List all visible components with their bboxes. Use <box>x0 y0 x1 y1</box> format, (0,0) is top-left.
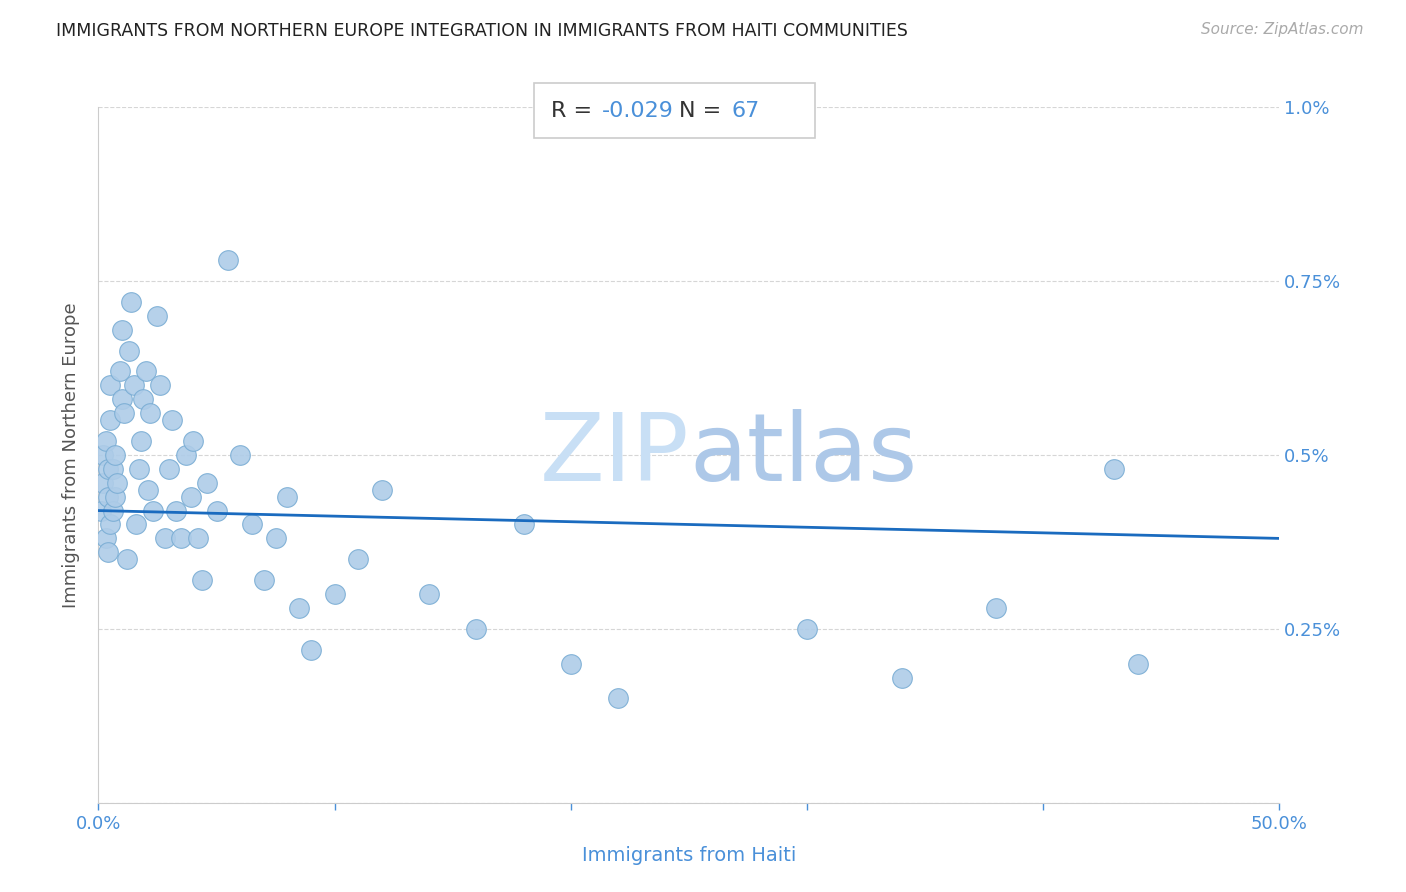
Point <box>94 532 117 546</box>
Point <box>91 448 114 462</box>
Point <box>91 475 114 490</box>
Point <box>299 642 322 657</box>
Point <box>121 294 143 309</box>
Point <box>465 622 488 636</box>
Point <box>118 343 141 358</box>
Point <box>129 434 152 448</box>
Point <box>104 490 127 504</box>
Point <box>112 406 135 420</box>
Point <box>132 392 155 407</box>
Point <box>607 691 630 706</box>
Text: 67: 67 <box>731 101 759 120</box>
Point <box>101 503 124 517</box>
Point <box>90 503 112 517</box>
Point <box>94 434 117 448</box>
Point <box>1126 657 1149 671</box>
Point <box>153 532 176 546</box>
Point <box>136 483 159 497</box>
Point <box>98 517 121 532</box>
Point <box>181 434 204 448</box>
Point <box>128 462 150 476</box>
X-axis label: Immigrants from Haiti: Immigrants from Haiti <box>582 847 796 865</box>
Point <box>195 475 218 490</box>
Point <box>191 573 214 587</box>
Text: ZIP: ZIP <box>540 409 689 501</box>
Point <box>165 503 187 517</box>
Point <box>170 532 193 546</box>
Point <box>122 378 145 392</box>
Point <box>115 552 138 566</box>
Point <box>97 490 120 504</box>
Point <box>560 657 582 671</box>
Text: N =: N = <box>679 101 728 120</box>
Point <box>149 378 172 392</box>
Point <box>125 517 148 532</box>
Point <box>890 671 912 685</box>
Point <box>101 462 124 476</box>
Point <box>288 601 311 615</box>
Point <box>146 309 169 323</box>
Point <box>108 364 131 378</box>
Point <box>229 448 252 462</box>
Y-axis label: Immigrants from Northern Europe: Immigrants from Northern Europe <box>62 302 80 607</box>
Point <box>323 587 346 601</box>
Point <box>1102 462 1125 476</box>
Point <box>97 462 120 476</box>
Point <box>160 413 183 427</box>
Point <box>512 517 534 532</box>
Point <box>264 532 287 546</box>
Point <box>104 448 127 462</box>
Point <box>98 413 121 427</box>
Point <box>97 545 120 559</box>
Point <box>347 552 370 566</box>
Point <box>111 392 134 407</box>
Point <box>187 532 209 546</box>
Text: atlas: atlas <box>689 409 917 501</box>
Text: Source: ZipAtlas.com: Source: ZipAtlas.com <box>1201 22 1364 37</box>
Point <box>240 517 263 532</box>
Point <box>796 622 818 636</box>
Point <box>205 503 228 517</box>
Point <box>217 253 239 268</box>
Text: IMMIGRANTS FROM NORTHERN EUROPE INTEGRATION IN IMMIGRANTS FROM HAITI COMMUNITIES: IMMIGRANTS FROM NORTHERN EUROPE INTEGRAT… <box>56 22 908 40</box>
Point <box>142 503 165 517</box>
Point <box>139 406 162 420</box>
Point <box>253 573 276 587</box>
Point <box>105 475 128 490</box>
Point <box>98 378 121 392</box>
Point <box>276 490 298 504</box>
Text: -0.029: -0.029 <box>602 101 673 120</box>
Point <box>135 364 157 378</box>
Point <box>174 448 197 462</box>
Point <box>984 601 1007 615</box>
Point <box>180 490 202 504</box>
Point <box>418 587 440 601</box>
Point <box>157 462 180 476</box>
Point <box>111 323 134 337</box>
Point <box>371 483 394 497</box>
Text: R =: R = <box>551 101 599 120</box>
